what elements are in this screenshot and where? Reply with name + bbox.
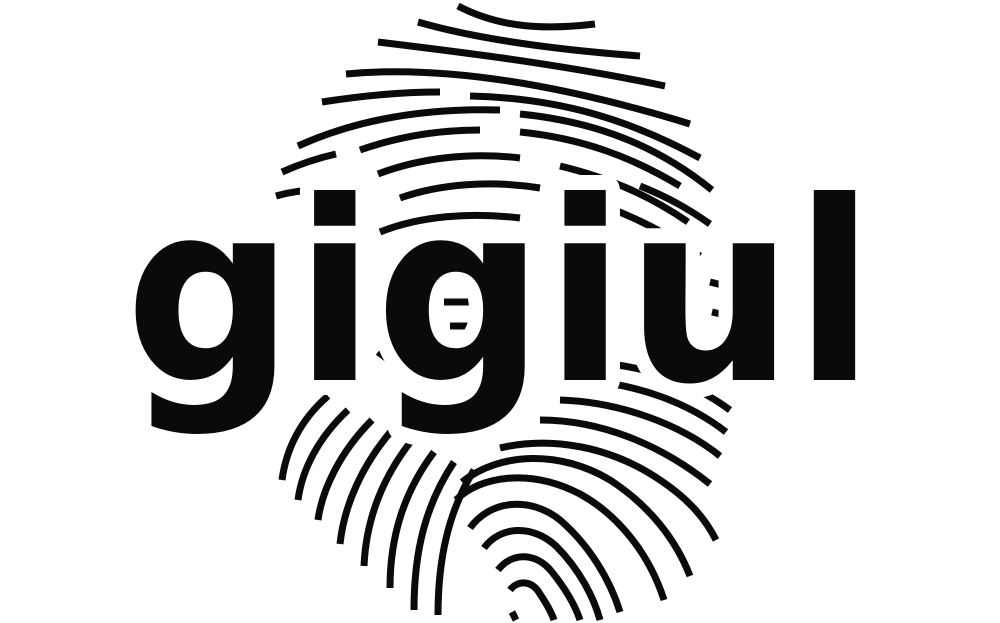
fingerprint-upper-ridges [275, 2, 743, 372]
wordmark-halo: gigiul [125, 148, 875, 439]
fingerprint-icon [275, 2, 743, 622]
wordmark: gigiul [125, 148, 875, 439]
fingerprint-lower-ridges [278, 346, 738, 622]
